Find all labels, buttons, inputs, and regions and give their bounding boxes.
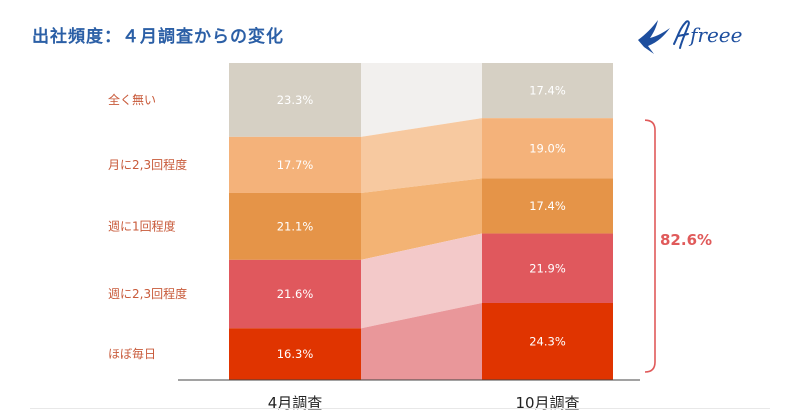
bar-segment [482, 63, 613, 119]
segment-value-label: 21.1% [277, 219, 314, 233]
x-axis-label: 4月調査 [268, 394, 323, 412]
bar-segment [482, 302, 613, 380]
segment-value-label: 16.3% [277, 347, 314, 361]
segment-value-label: 21.6% [277, 287, 314, 301]
bar-segment [482, 233, 613, 303]
bar-segment [229, 136, 361, 193]
bar-segment [229, 259, 361, 329]
bar-segment [229, 328, 361, 380]
category-label: 月に2,3回程度 [108, 157, 187, 172]
segment-value-label: 19.0% [529, 141, 566, 155]
bar-segment [482, 178, 613, 234]
logo-wordmark: freee [688, 23, 742, 47]
bottom-rule [30, 408, 770, 409]
connector-band [361, 302, 482, 380]
bar-segment [229, 192, 361, 260]
segment-value-label: 23.3% [277, 93, 314, 107]
freee-logo: freee [638, 20, 742, 54]
segment-value-label: 17.7% [277, 158, 314, 172]
category-label: 全く無い [108, 92, 156, 107]
segment-value-label: 24.3% [529, 334, 566, 348]
chart-title: 出社頻度：４月調査からの変化 [32, 27, 284, 47]
connector-band [361, 178, 482, 260]
bracket-total-label: 82.6% [660, 231, 712, 249]
x-axis-label: 10月調査 [515, 394, 579, 412]
segment-value-label: 17.4% [529, 199, 566, 213]
connector-band [361, 118, 482, 193]
segment-value-label: 17.4% [529, 84, 566, 98]
bracket [644, 119, 656, 373]
segment-value-label: 21.9% [529, 261, 566, 275]
connector-band [361, 233, 482, 329]
bar-segment [482, 118, 613, 179]
category-label: 週に2,3回程度 [108, 286, 187, 301]
connector-band [361, 63, 482, 137]
category-label: ほぼ毎日 [108, 346, 156, 361]
swallow-logo-icon [638, 20, 670, 54]
bar-segment [229, 63, 361, 137]
category-label: 週に1回程度 [108, 218, 176, 233]
